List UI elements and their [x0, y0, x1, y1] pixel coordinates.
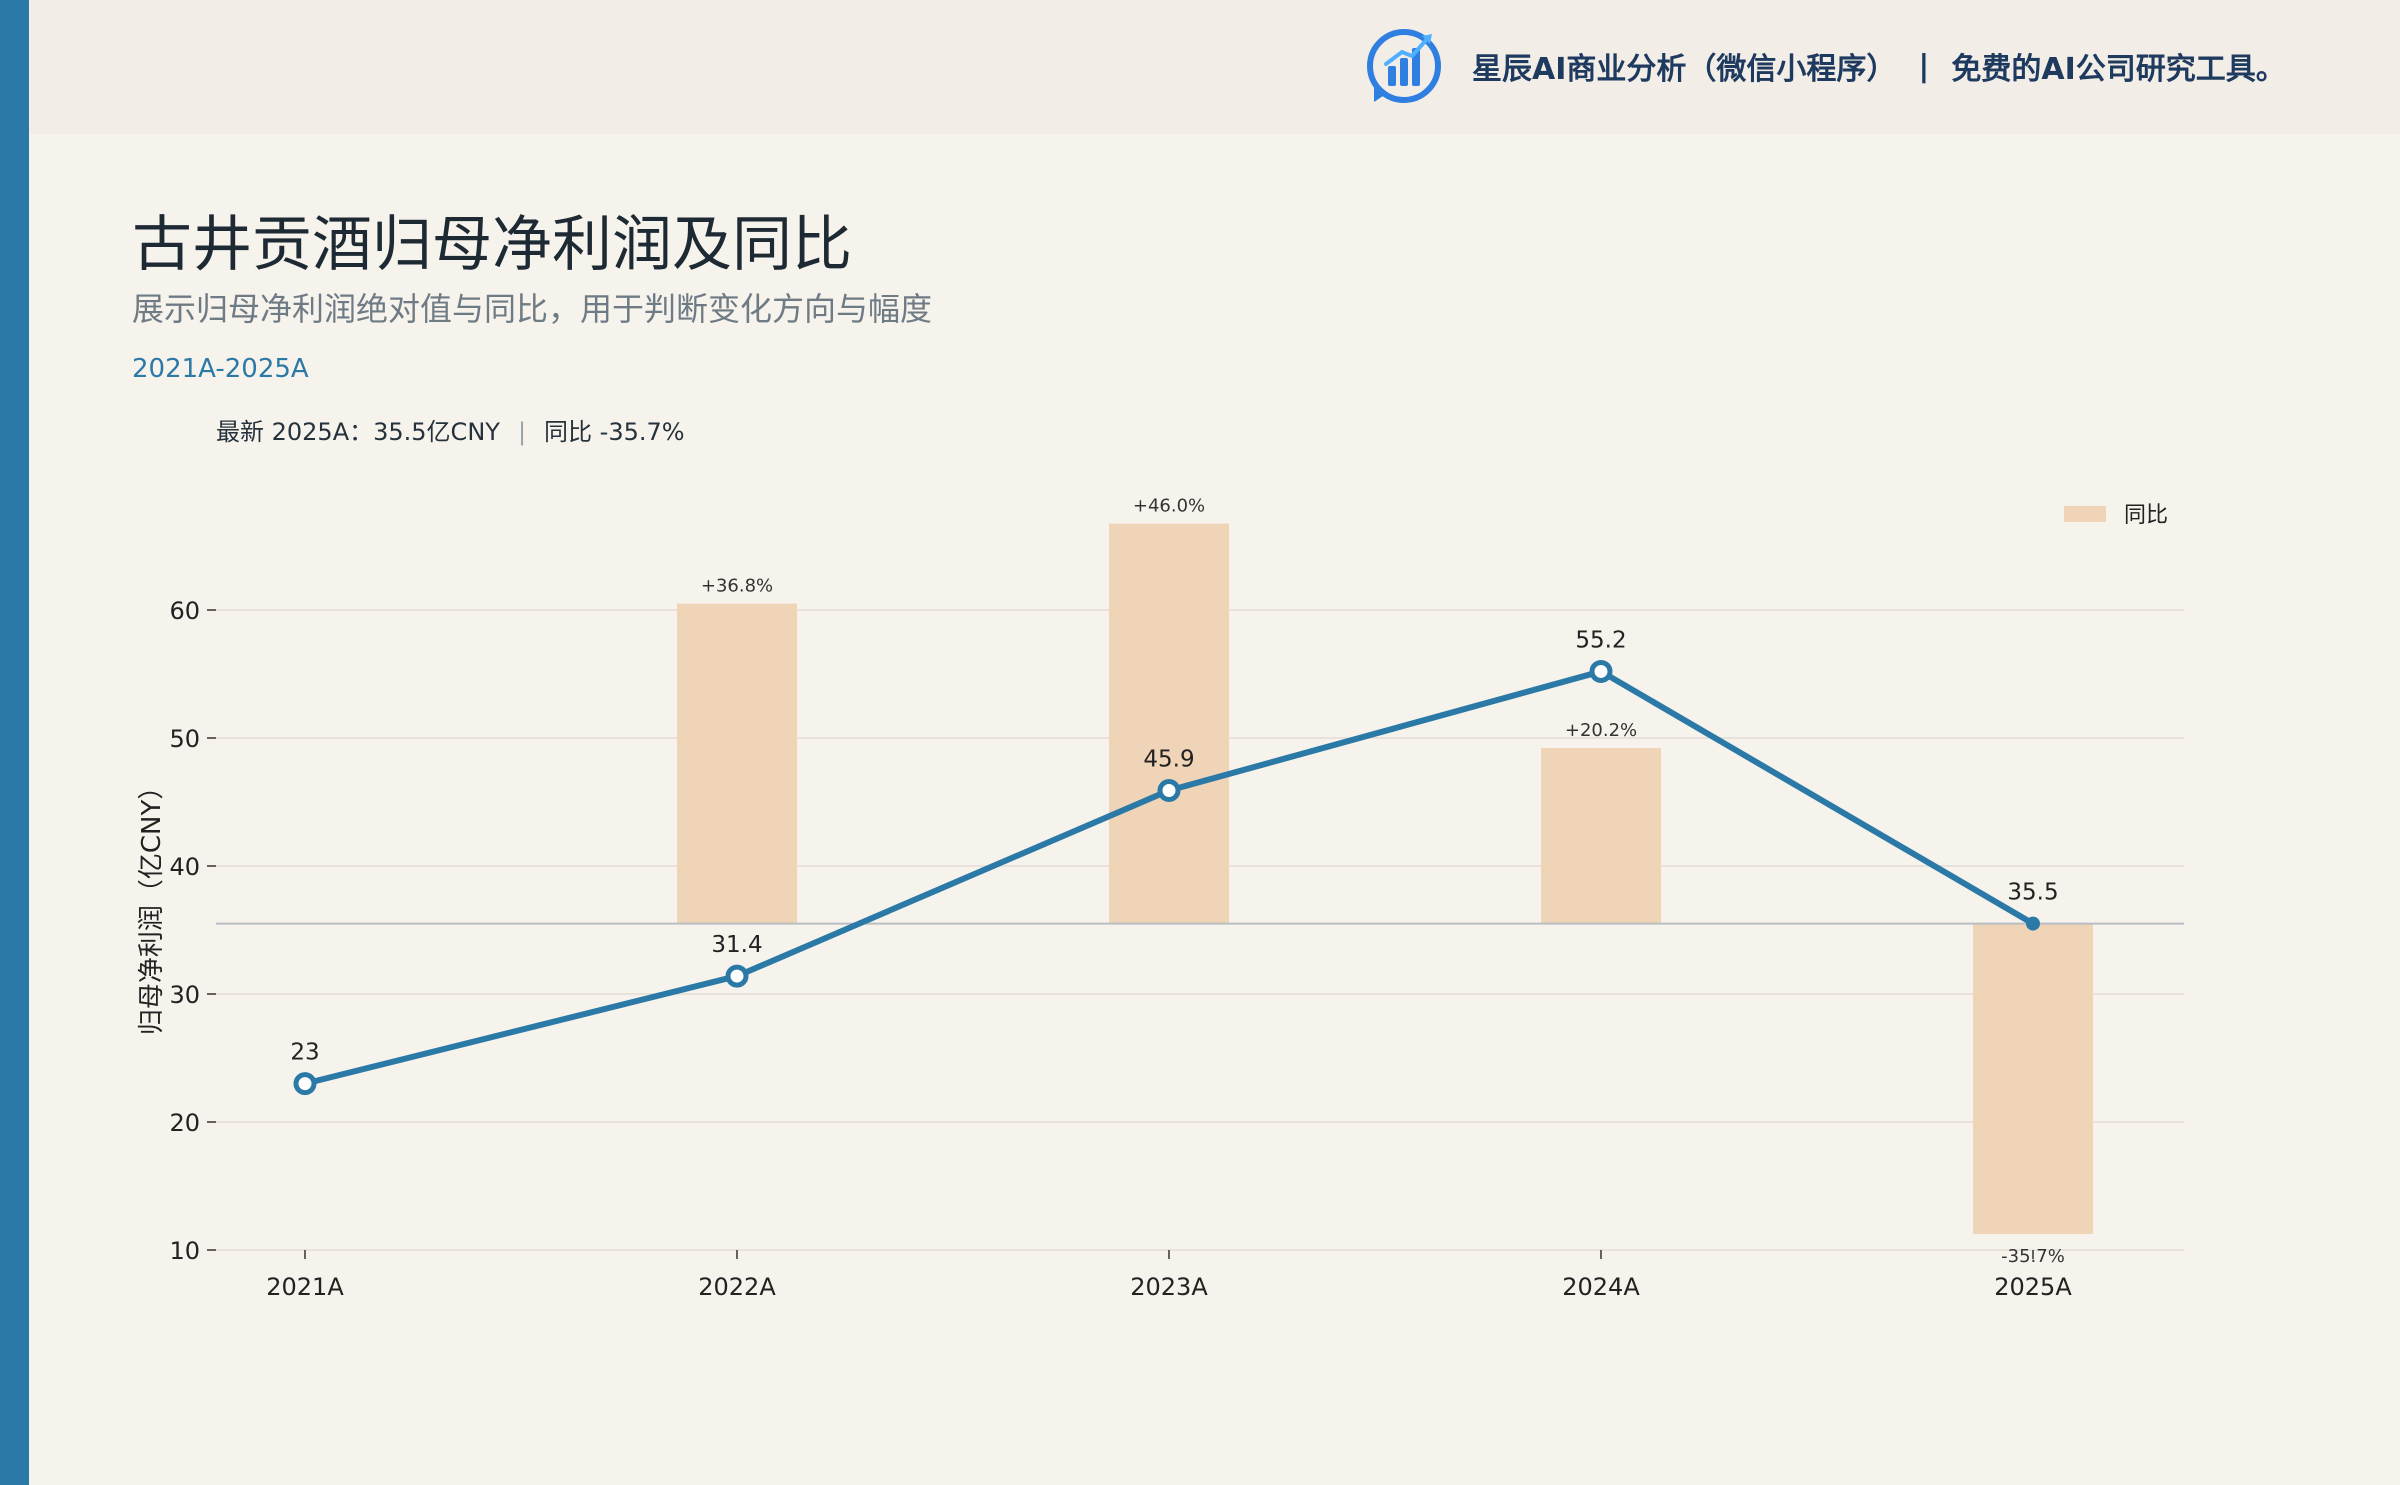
left-accent-bar — [0, 0, 29, 1485]
top-banner — [29, 0, 2400, 134]
yoy-bar — [677, 603, 797, 924]
data-label: 23 — [290, 1040, 319, 1066]
data-label: 45.9 — [1143, 746, 1194, 772]
latest-value: 最新 2025A：35.5亿CNY — [216, 418, 500, 446]
chart-title: 古井贡酒归母净利润及同比 — [132, 210, 852, 280]
yoy-bar — [1541, 747, 1661, 924]
period-label: 2021A-2025A — [132, 354, 309, 384]
data-point — [293, 1072, 317, 1096]
data-point — [1589, 659, 1613, 683]
x-tick-label: 2025A — [1994, 1273, 2072, 1301]
latest-summary: 最新 2025A：35.5亿CNY | 同比 -35.7% — [216, 412, 685, 447]
legend-swatch — [2064, 506, 2106, 522]
y-tick-label: 40 — [169, 853, 200, 881]
data-label: 31.4 — [711, 932, 762, 958]
data-point — [2026, 916, 2040, 931]
yoy-bar-label: +46.0% — [1133, 496, 1205, 517]
y-tick-label: 10 — [169, 1237, 200, 1265]
y-axis-label: 归母净利润（亿CNY） — [137, 774, 167, 1036]
data-point — [1157, 778, 1181, 802]
bar-chart-logo-icon — [1367, 29, 1441, 103]
yoy-bar-label: +36.8% — [701, 576, 773, 597]
brand-name: 星辰AI商业分析（微信小程序） — [1472, 52, 1897, 87]
brand-tagline: 免费的AI公司研究工具。 — [1951, 52, 2286, 87]
data-label: 35.5 — [2007, 880, 2058, 906]
y-tick-label: 50 — [169, 725, 200, 753]
brand-separator: | — [1918, 48, 1930, 84]
brand-header[interactable]: 星辰AI商业分析（微信小程序） | 免费的AI公司研究工具。 — [1366, 24, 2286, 108]
y-tick-label: 60 — [169, 597, 200, 625]
x-tick-label: 2024A — [1562, 1273, 1640, 1301]
yoy-bar — [1109, 523, 1229, 924]
data-point — [725, 964, 749, 988]
yoy-bar-label: +20.2% — [1565, 720, 1637, 741]
legend-label: 同比 — [2124, 503, 2168, 528]
data-label: 55.2 — [1575, 627, 1626, 653]
y-tick-label: 30 — [169, 981, 200, 1009]
y-tick-label: 20 — [169, 1109, 200, 1137]
latest-separator: | — [517, 418, 527, 446]
x-tick-label: 2023A — [1130, 1273, 1208, 1301]
yoy-bar — [1973, 923, 2093, 1235]
latest-yoy: 同比 -35.7% — [544, 418, 685, 446]
chart-subtitle: 展示归母净利润绝对值与同比，用于判断变化方向与幅度 — [132, 290, 933, 328]
x-tick-label: 2022A — [698, 1273, 776, 1301]
x-tick-label: 2021A — [266, 1273, 344, 1301]
